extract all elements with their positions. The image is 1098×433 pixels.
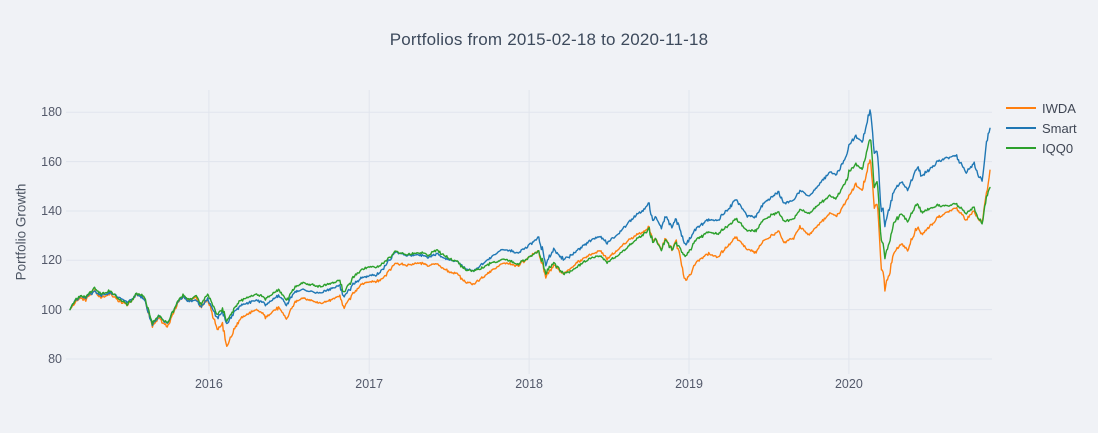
gridlines: [66, 90, 992, 374]
legend-item-IQQ0[interactable]: IQQ0: [1006, 138, 1077, 158]
legend-swatch-IQQ0: [1006, 147, 1036, 149]
legend: IWDA Smart IQQ0: [1006, 98, 1077, 158]
y-tick-label: 80: [48, 352, 62, 366]
chart-title: Portfolios from 2015-02-18 to 2020-11-18: [389, 30, 709, 49]
x-tick-label: 2019: [675, 377, 703, 391]
y-tick-label: 100: [41, 302, 62, 317]
y-tick-label: 120: [41, 253, 62, 268]
legend-swatch-Smart: [1006, 127, 1036, 129]
x-tick-label: 2016: [194, 377, 223, 391]
x-tick-label: 2020: [834, 377, 863, 391]
legend-item-IWDA[interactable]: IWDA: [1006, 98, 1077, 118]
y-tick-label: 180: [41, 105, 62, 120]
legend-item-Smart[interactable]: Smart: [1006, 118, 1077, 138]
y-tick-label: 140: [41, 204, 62, 218]
y-tick-label: 160: [41, 154, 62, 169]
series-line-IWDA: [69, 159, 991, 347]
legend-label: Smart: [1042, 120, 1077, 136]
series-line-Smart: [69, 109, 991, 327]
x-tick-label: 2017: [355, 377, 384, 391]
x-tick-label: 2018: [515, 377, 543, 391]
series-line-IQQ0: [69, 139, 991, 326]
legend-label: IWDA: [1042, 100, 1076, 116]
legend-swatch-IWDA: [1006, 107, 1036, 109]
legend-label: IQQ0: [1042, 140, 1074, 156]
